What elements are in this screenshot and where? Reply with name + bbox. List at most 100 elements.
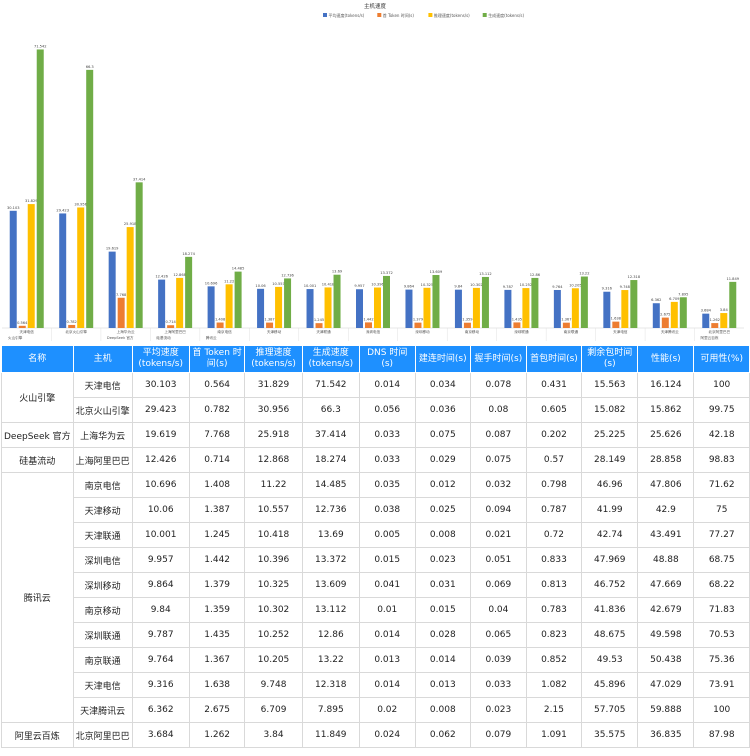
- value-cell: 0.833: [525, 547, 583, 573]
- value-cell: 68.75: [693, 547, 750, 573]
- bar-5-0: [257, 288, 265, 328]
- data-label-4-0: 10.696: [205, 281, 218, 285]
- bar-12-3: [630, 280, 638, 328]
- value-cell: 99.75: [693, 397, 750, 423]
- data-label-11-3: 13.22: [579, 272, 589, 276]
- value-cell: 0.013: [358, 647, 416, 673]
- data-label-12-2: 9.748: [620, 285, 631, 289]
- bar-8-1: [414, 322, 422, 328]
- legend-label-1: 首 Token 时间(s): [383, 12, 415, 18]
- data-label-1-0: 29.423: [56, 208, 69, 212]
- data-label-5-0: 10.06: [255, 284, 266, 288]
- bar-6-2: [324, 287, 332, 328]
- bar-0-2: [27, 204, 35, 328]
- value-cell: 87.98: [693, 722, 750, 748]
- bar-4-3: [234, 271, 242, 328]
- value-cell: 31.829: [244, 372, 303, 398]
- bar-1-2: [77, 207, 85, 328]
- value-cell: 36.835: [637, 722, 695, 748]
- value-cell: 0.075: [470, 447, 527, 473]
- value-cell: 2.15: [525, 697, 583, 723]
- data-label-2-1: 7.768: [116, 293, 127, 297]
- bar-10-2: [522, 288, 530, 328]
- value-cell: 12.318: [301, 672, 360, 698]
- bar-5-3: [284, 278, 292, 328]
- value-cell: 0.087: [470, 422, 527, 448]
- table-row: 腾讯云 南京电信 10.696 1.408 11.22 14.485 0.035 0.012 0…: [1, 472, 750, 723]
- value-cell: 11.22: [244, 472, 303, 498]
- value-cell: 0.078: [470, 372, 527, 398]
- value-cell: 9.787: [131, 622, 190, 648]
- bar-11-3: [580, 276, 588, 328]
- data-label-13-2: 6.709: [669, 297, 680, 301]
- value-cell: 0.015: [358, 547, 416, 573]
- table-body: 火山引擎 天津电信 30.103 0.564 31.829 71.542 0.014 0.03…: [1, 372, 750, 748]
- value-cell: 7.768: [188, 422, 246, 448]
- data-label-9-3: 13.112: [479, 272, 492, 276]
- data-label-0-1: 0.564: [17, 321, 28, 325]
- value-cell: 9.957: [131, 547, 190, 573]
- value-cell: 13.609: [301, 572, 360, 598]
- data-label-12-0: 9.316: [602, 287, 613, 291]
- value-cell: 0.015: [414, 597, 472, 623]
- table-row: 深圳移动 9.864 1.379 10.325 13.609 0.041 0.031 0.06…: [2, 572, 750, 598]
- value-cell: 0.033: [358, 422, 416, 448]
- value-cell: 0.014: [358, 372, 416, 398]
- table-row: 南京移动 9.84 1.359 10.302 13.112 0.01 0.015 0.04 0.…: [2, 597, 750, 623]
- value-cell: 1.442: [188, 547, 246, 573]
- data-label-6-3: 13.69: [332, 270, 343, 274]
- value-cell: 71.542: [301, 372, 360, 398]
- host-cell: 南京电信: [72, 472, 133, 498]
- value-cell: 30.103: [131, 372, 190, 398]
- value-cell: 10.418: [244, 522, 303, 548]
- bar-chart: 主机速度 平均速度(tokens/s) 首 Token 时间(s) 推理速度(toke…: [0, 0, 750, 344]
- column-header: 首包时间(s): [525, 345, 583, 373]
- data-label-8-1: 1.379: [413, 318, 424, 322]
- value-cell: 0.08: [470, 397, 527, 423]
- value-cell: 3.684: [131, 722, 190, 748]
- vendor-label-14: 阿里云百炼: [701, 335, 719, 340]
- value-cell: 10.205: [244, 647, 303, 673]
- bar-0-1: [18, 325, 26, 328]
- value-cell: 25.626: [637, 422, 695, 448]
- data-label-10-0: 9.787: [503, 285, 513, 289]
- value-cell: 0.069: [470, 572, 527, 598]
- value-cell: 71.83: [693, 597, 750, 623]
- bar-0-3: [36, 49, 44, 329]
- data-label-0-3: 71.542: [34, 44, 47, 48]
- value-cell: 0.038: [358, 497, 416, 523]
- value-cell: 0.783: [525, 597, 583, 623]
- data-label-9-2: 10.302: [470, 283, 483, 287]
- value-cell: 1.638: [188, 672, 246, 698]
- bar-9-0: [454, 289, 462, 328]
- bar-11-2: [571, 288, 579, 328]
- category-label-9: 南京移动: [465, 329, 480, 334]
- value-cell: 1.091: [525, 722, 583, 748]
- data-label-10-1: 1.435: [512, 317, 522, 321]
- value-cell: 0.051: [470, 547, 527, 573]
- value-cell: 13.112: [301, 597, 360, 623]
- data-label-4-2: 11.22: [224, 279, 234, 283]
- value-cell: 15.862: [637, 397, 695, 423]
- value-cell: 0.714: [188, 447, 246, 473]
- data-label-1-2: 30.956: [74, 202, 87, 206]
- table-row: 天津电信 9.316 1.638 9.748 12.318 0.014 0.013 0.033…: [2, 672, 750, 698]
- value-cell: 0.094: [470, 497, 527, 523]
- value-cell: 0.035: [358, 472, 416, 498]
- bar-13-2: [670, 301, 678, 328]
- value-cell: 43.491: [637, 522, 695, 548]
- bar-10-1: [513, 322, 521, 328]
- category-label-11: 南京联通: [564, 329, 579, 334]
- value-cell: 1.082: [525, 672, 583, 698]
- category-label-4: 南京电信: [217, 329, 232, 334]
- legend-swatch-1: [377, 13, 382, 17]
- value-cell: 70.53: [693, 622, 750, 648]
- value-cell: 73.91: [693, 672, 750, 698]
- value-cell: 9.316: [131, 672, 190, 698]
- value-cell: 45.896: [581, 672, 639, 698]
- value-cell: 1.387: [188, 497, 246, 523]
- host-cell: 上海华为云: [72, 422, 133, 448]
- bar-1-3: [86, 69, 94, 328]
- column-header: 首 Token 时间(s): [188, 345, 246, 373]
- value-cell: 0.798: [525, 472, 583, 498]
